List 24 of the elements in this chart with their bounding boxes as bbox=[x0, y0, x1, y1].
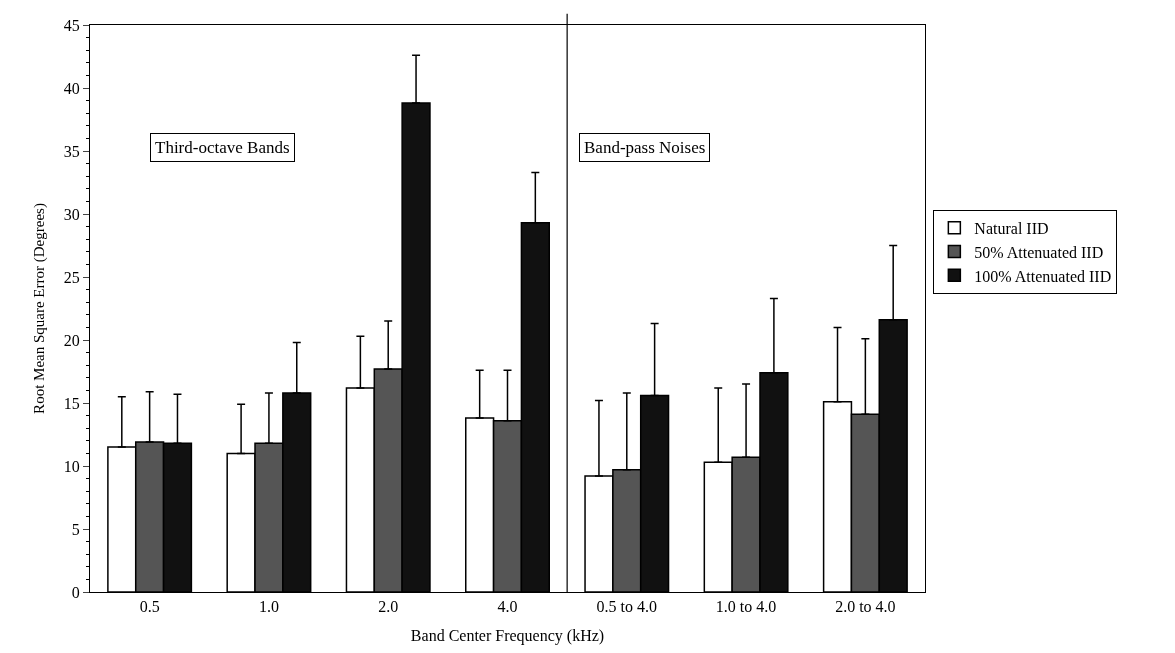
x-tick-label: 0.5 bbox=[139, 598, 160, 616]
y-tick-label: 0 bbox=[71, 583, 80, 601]
y-tick-label: 10 bbox=[63, 457, 80, 475]
legend-label: 50% Attenuated IID bbox=[974, 243, 1104, 261]
x-tick-label: 2.0 to 4.0 bbox=[835, 598, 896, 616]
annotation: Band-pass Noises bbox=[584, 138, 706, 157]
y-tick-label: 35 bbox=[63, 142, 80, 160]
x-tick-label: 1.0 to 4.0 bbox=[715, 598, 777, 616]
x-axis-title: Band Center Frequency (kHz) bbox=[410, 626, 605, 645]
x-tick-label: 2.0 bbox=[378, 598, 399, 616]
legend-label: 100% Attenuated IID bbox=[974, 267, 1112, 285]
y-tick-label: 20 bbox=[63, 331, 80, 349]
x-tick-label: 4.0 bbox=[497, 598, 518, 616]
annotation: Third-octave Bands bbox=[155, 138, 290, 157]
y-tick-label: 5 bbox=[71, 520, 80, 538]
y-tick-label: 15 bbox=[63, 394, 80, 412]
legend-label: Natural IID bbox=[974, 219, 1049, 237]
y-tick-label: 40 bbox=[63, 79, 80, 97]
x-tick-label: 1.0 bbox=[258, 598, 279, 616]
y-axis-title: Root Mean Square Error (Degrees) bbox=[31, 203, 49, 414]
y-tick-label: 45 bbox=[63, 16, 80, 34]
y-tick-label: 30 bbox=[63, 205, 80, 223]
x-tick-label: 0.5 to 4.0 bbox=[596, 598, 658, 616]
y-tick-label: 25 bbox=[63, 268, 80, 286]
